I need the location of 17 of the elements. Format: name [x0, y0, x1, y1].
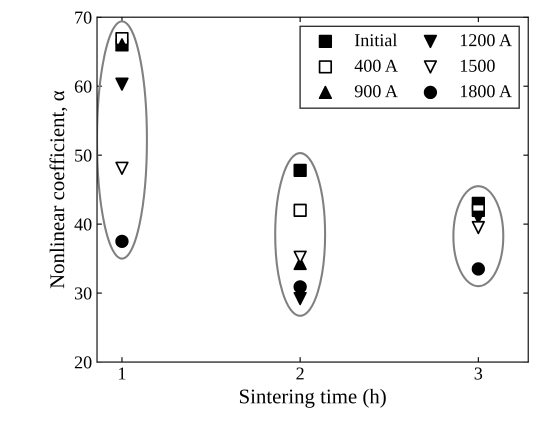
- x-tick-label: 1: [119, 368, 126, 380]
- y-tick-label: 50: [75, 149, 92, 162]
- legend-label: 900 A: [354, 85, 398, 98]
- legend-label: Initial: [354, 34, 398, 46]
- x-tick-label: 2: [296, 367, 304, 380]
- y-tick-label: 70: [75, 11, 92, 24]
- y-tick-label: 20: [74, 356, 92, 368]
- y-axis-title: Nonlinear coefficient, α: [49, 90, 68, 288]
- y-tick-label: 30: [74, 287, 92, 300]
- x-tick-label: 3: [474, 367, 482, 380]
- legend-label: 1500: [460, 60, 495, 72]
- y-tick-label: 60: [74, 80, 92, 93]
- x-axis-title: Sintering time (h): [240, 388, 386, 408]
- y-tick-label: 40: [74, 218, 92, 231]
- legend-label: 400 A: [354, 60, 398, 72]
- legend-label: 1200 A: [460, 34, 512, 46]
- legend-label: 1800 A: [460, 85, 512, 98]
